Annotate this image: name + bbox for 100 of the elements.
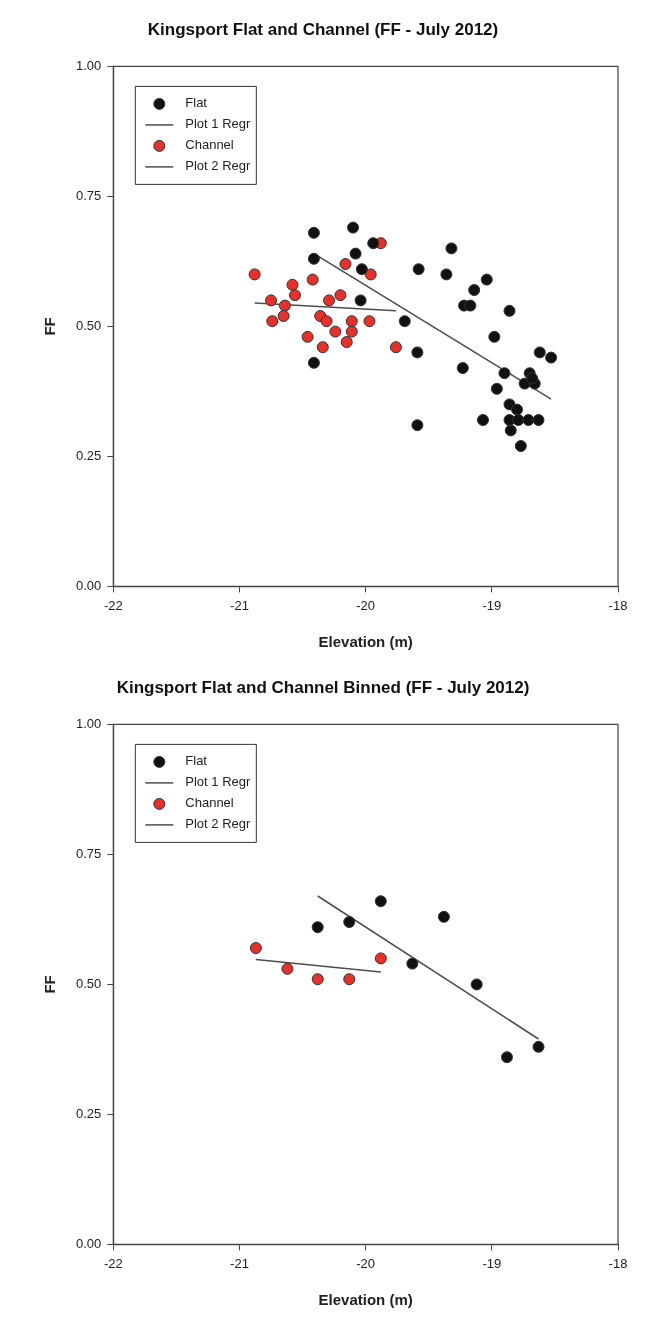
point bbox=[345, 315, 358, 328]
point bbox=[490, 382, 503, 395]
point bbox=[464, 299, 477, 312]
point bbox=[249, 942, 262, 954]
point bbox=[311, 921, 324, 934]
point bbox=[533, 346, 546, 359]
point bbox=[278, 299, 291, 312]
point bbox=[354, 294, 367, 307]
y-tick-label: 1.00 bbox=[75, 57, 102, 73]
point bbox=[456, 362, 469, 374]
point bbox=[334, 289, 347, 302]
y-tick-label: 0.50 bbox=[75, 317, 102, 333]
point bbox=[511, 403, 524, 416]
point bbox=[468, 284, 481, 296]
point bbox=[316, 341, 329, 354]
point bbox=[532, 414, 545, 426]
x-tick-label: -20 bbox=[356, 597, 376, 613]
point bbox=[412, 263, 425, 276]
point bbox=[288, 289, 301, 302]
y-tick-label: 0.50 bbox=[75, 975, 102, 991]
legend-label: Flat bbox=[185, 753, 208, 769]
x-tick-label: -20 bbox=[356, 1255, 376, 1271]
point bbox=[323, 294, 336, 307]
point bbox=[320, 315, 333, 328]
y-tick-label: 0.75 bbox=[75, 845, 102, 861]
point bbox=[329, 325, 342, 338]
point bbox=[301, 330, 314, 343]
x-tick-label: -22 bbox=[103, 597, 123, 613]
y-tick-label: 0.00 bbox=[75, 577, 102, 593]
point bbox=[286, 278, 299, 291]
x-tick-label: -21 bbox=[230, 597, 249, 613]
legend-label: Channel bbox=[185, 137, 234, 153]
point bbox=[500, 1051, 513, 1064]
chart-title: Kingsport Flat and Channel Binned (FF - July 2012) bbox=[116, 677, 530, 697]
legend-label: Plot 2 Regr bbox=[185, 816, 251, 832]
point bbox=[476, 414, 489, 426]
point bbox=[374, 952, 387, 965]
point bbox=[364, 268, 377, 281]
point bbox=[470, 978, 483, 991]
point bbox=[522, 414, 535, 426]
x-tick-label: -19 bbox=[482, 597, 502, 613]
y-tick-label: 0.25 bbox=[75, 1105, 102, 1121]
point bbox=[488, 330, 501, 343]
point bbox=[374, 895, 387, 908]
point bbox=[363, 315, 376, 328]
point bbox=[504, 424, 517, 437]
y-axis-title: FF bbox=[41, 975, 59, 994]
y-tick-label: 0.75 bbox=[75, 187, 102, 203]
point bbox=[307, 226, 320, 239]
legend-label: Plot 1 Regr bbox=[185, 116, 251, 132]
legend-label: Channel bbox=[185, 795, 234, 811]
point bbox=[307, 356, 320, 369]
point bbox=[545, 351, 558, 364]
x-tick-label: -18 bbox=[608, 1255, 628, 1271]
point bbox=[306, 273, 319, 286]
chart-title: Kingsport Flat and Channel (FF - July 2012) bbox=[147, 19, 499, 39]
point bbox=[343, 973, 356, 986]
point bbox=[343, 916, 356, 928]
point bbox=[311, 973, 324, 986]
y-axis-title: FF bbox=[41, 317, 59, 336]
point bbox=[277, 310, 290, 322]
point bbox=[503, 304, 516, 317]
point bbox=[406, 957, 419, 970]
x-tick-label: -19 bbox=[482, 1255, 502, 1271]
point bbox=[512, 414, 525, 426]
point bbox=[411, 346, 424, 359]
point bbox=[265, 294, 278, 307]
point bbox=[347, 221, 360, 234]
y-tick-label: 0.00 bbox=[75, 1235, 102, 1251]
point bbox=[307, 252, 320, 265]
x-tick-label: -21 bbox=[230, 1255, 249, 1271]
point bbox=[389, 341, 402, 354]
point bbox=[498, 367, 511, 380]
y-tick-label: 1.00 bbox=[75, 715, 102, 731]
legend-label: Flat bbox=[185, 95, 208, 111]
x-axis-title: Elevation (m) bbox=[318, 1291, 413, 1309]
point bbox=[266, 315, 279, 328]
point bbox=[411, 419, 424, 432]
point bbox=[355, 263, 368, 276]
point bbox=[248, 268, 261, 281]
point bbox=[345, 325, 358, 338]
x-tick-label: -22 bbox=[103, 1255, 123, 1271]
point bbox=[398, 315, 411, 328]
point bbox=[480, 273, 493, 286]
legend-label: Plot 2 Regr bbox=[185, 158, 251, 174]
point bbox=[437, 910, 450, 923]
point bbox=[440, 268, 453, 281]
point bbox=[349, 247, 362, 260]
legend-label: Plot 1 Regr bbox=[185, 774, 251, 790]
x-axis-title: Elevation (m) bbox=[318, 633, 413, 651]
point bbox=[281, 962, 294, 975]
point bbox=[514, 440, 527, 452]
point bbox=[526, 372, 539, 385]
y-tick-label: 0.25 bbox=[75, 447, 102, 463]
point bbox=[340, 336, 353, 348]
point bbox=[532, 1040, 545, 1053]
point bbox=[367, 237, 380, 250]
point bbox=[445, 242, 458, 255]
x-tick-label: -18 bbox=[608, 597, 628, 613]
point bbox=[339, 258, 352, 270]
